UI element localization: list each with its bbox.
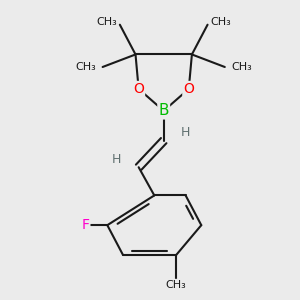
Text: CH₃: CH₃: [96, 16, 117, 27]
Text: O: O: [133, 82, 144, 96]
Text: H: H: [112, 153, 122, 166]
Text: F: F: [81, 218, 89, 232]
Text: O: O: [183, 82, 194, 96]
Text: CH₃: CH₃: [166, 280, 187, 290]
Text: B: B: [158, 103, 169, 118]
Text: CH₃: CH₃: [211, 16, 231, 27]
Text: CH₃: CH₃: [76, 62, 96, 72]
Text: H: H: [181, 126, 190, 139]
Text: CH₃: CH₃: [231, 62, 252, 72]
